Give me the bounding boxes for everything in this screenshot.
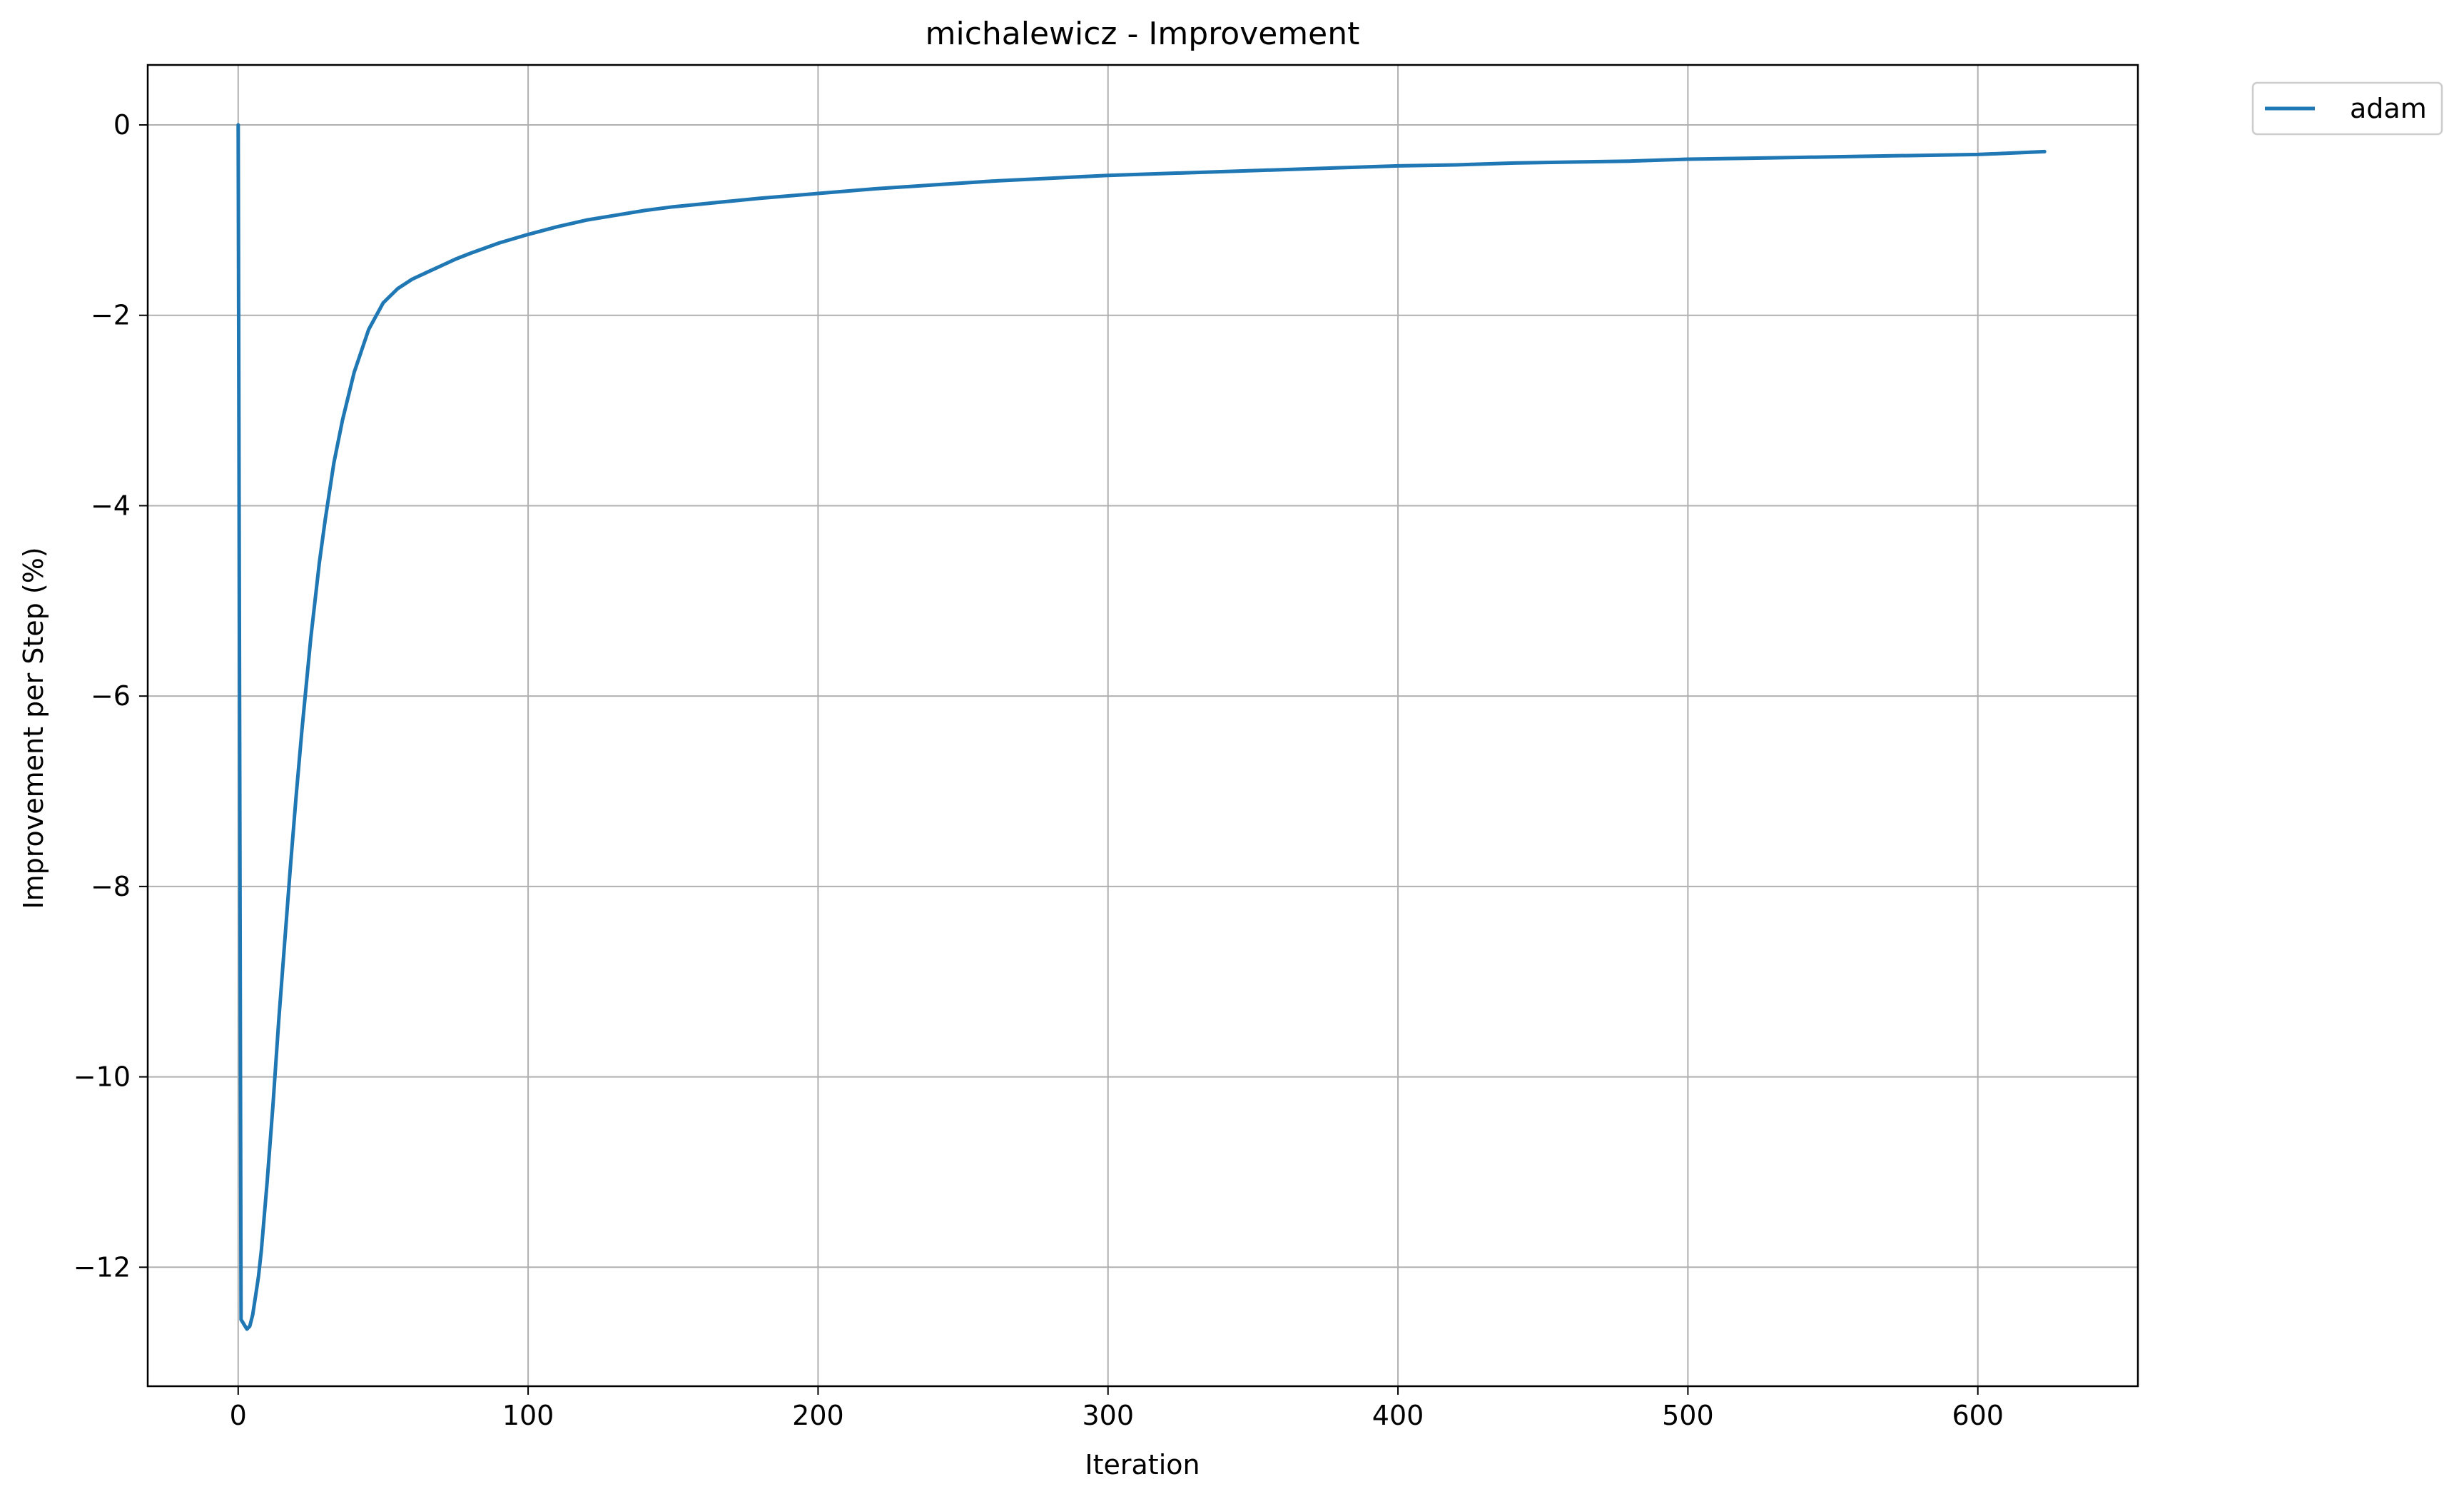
y-tick-label: −2 [91,300,131,331]
legend-box [2251,81,2443,136]
grid [148,65,2138,1386]
chart-title: michalewicz - Improvement [926,16,1360,52]
x-tick-label: 200 [792,1400,844,1431]
x-tick-label: 100 [502,1400,554,1431]
x-tick-label: 300 [1082,1400,1134,1431]
x-tick-label: 600 [1952,1400,2004,1431]
x-axis: 0 100 200 300 400 500 600 [230,1386,2004,1431]
series-line-adam [236,123,2047,1331]
y-tick-label: −10 [73,1061,131,1093]
y-axis: 0 −2 −4 −6 −8 −10 −12 [73,109,148,1283]
series-layer [236,123,2047,1331]
y-tick-label: 0 [113,109,131,141]
legend-label-adam: adam [2350,93,2427,124]
x-tick-label: 400 [1372,1400,1424,1431]
plot-frame [146,64,2139,1388]
y-tick-label: −8 [91,871,131,902]
y-tick-label: −4 [91,490,131,521]
legend: adam [2251,81,2443,136]
x-tick-label: 500 [1662,1400,1714,1431]
y-tick-label: −6 [91,680,131,712]
y-tick-label: −12 [73,1251,131,1283]
x-tick-label: 0 [230,1400,247,1431]
y-axis-label: Improvement per Step (%) [18,547,49,909]
x-axis-label: Iteration [1085,1449,1200,1480]
